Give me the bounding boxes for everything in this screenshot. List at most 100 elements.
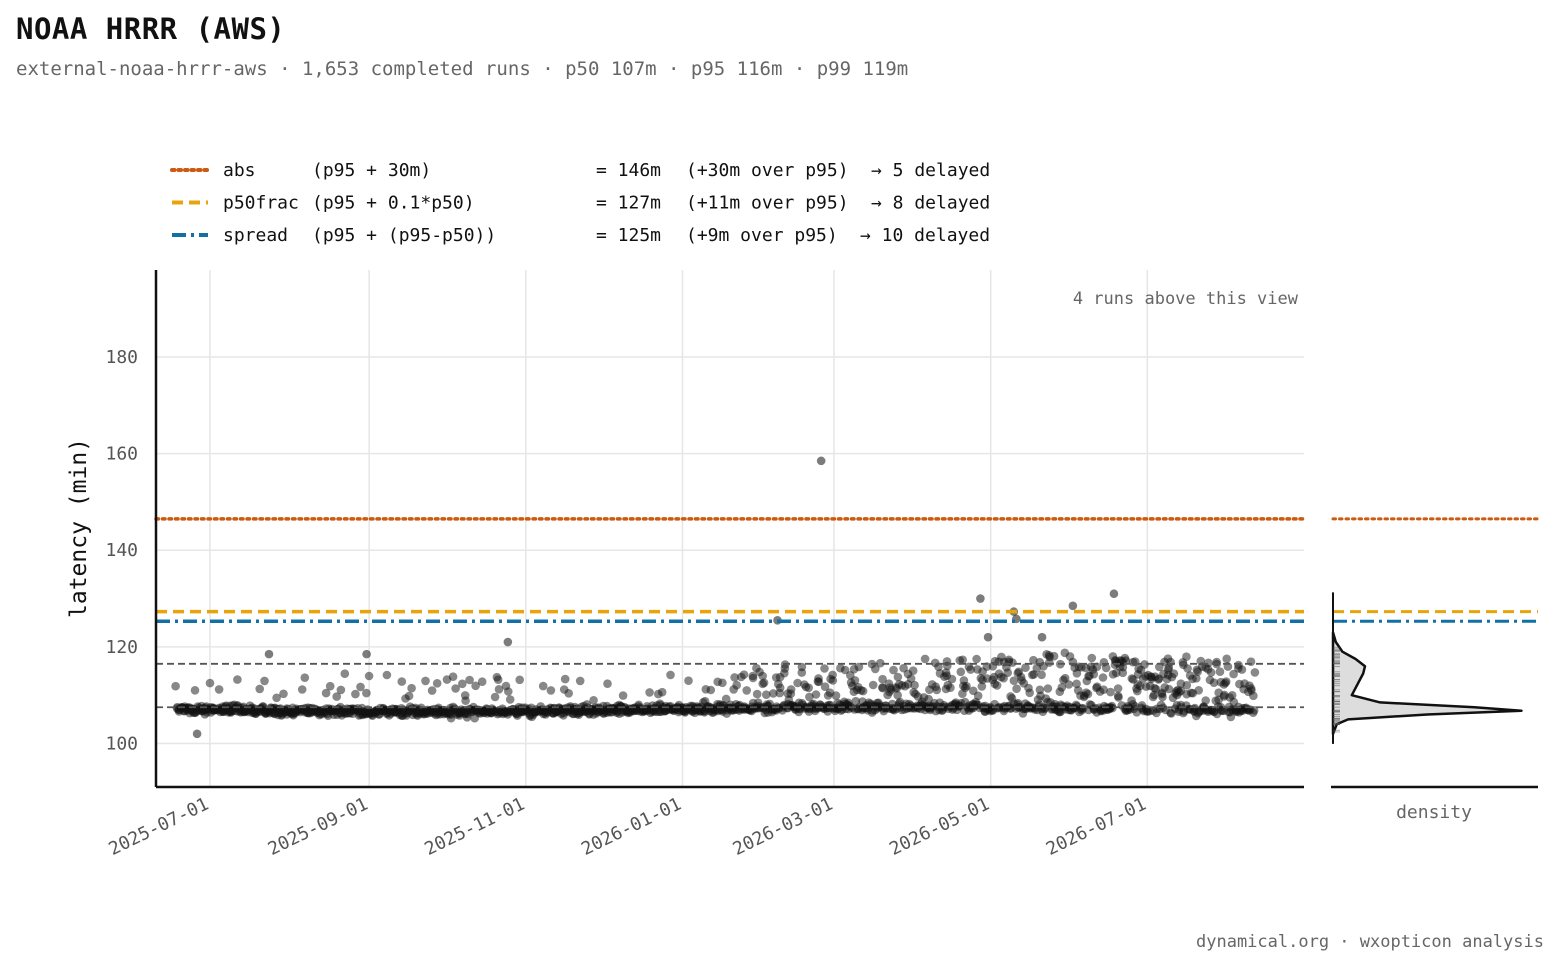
scatter-point <box>739 670 749 679</box>
scatter-point <box>1204 658 1213 668</box>
scatter-point <box>255 684 264 694</box>
scatter-point <box>340 669 350 678</box>
scatter-point <box>820 664 829 673</box>
scatter-point <box>171 681 180 691</box>
scatter-point <box>494 685 504 694</box>
scatter-point <box>505 695 515 704</box>
scatter-point <box>1227 691 1237 700</box>
scatter-point <box>972 654 981 664</box>
scatter-point <box>1057 683 1067 692</box>
scatter-point <box>1109 589 1119 599</box>
legend-formula: (p95 + (p95-p50)) <box>312 225 496 246</box>
legend-over: (+30m over p95) <box>686 160 849 181</box>
scatter-point <box>1060 673 1070 683</box>
scatter-point <box>748 673 758 683</box>
scatter-point <box>992 681 1002 690</box>
x-tick-label: 2026-03-01 <box>730 794 837 860</box>
scatter-point <box>1164 684 1174 694</box>
scatter-point <box>575 676 585 686</box>
scatter-point <box>1237 665 1247 674</box>
scatter-point <box>854 662 864 672</box>
axes: 100 120 140 160 180 2025-07-01 2025-09-01 2025-… <box>105 270 1304 860</box>
y-tick-label: 100 <box>105 734 138 755</box>
scatter-point <box>793 678 802 688</box>
scatter-point <box>814 677 824 687</box>
scatter-point <box>362 649 371 659</box>
scatter-point <box>820 682 830 691</box>
scatter-point <box>910 680 919 690</box>
scatter-point <box>336 685 346 695</box>
scatter-point <box>1206 668 1216 677</box>
scatter-point <box>962 681 971 691</box>
scatter-point <box>920 654 930 664</box>
scatter-point <box>421 676 430 686</box>
scatter-point <box>732 680 741 690</box>
scatter-point <box>1222 654 1231 664</box>
scatter-point <box>868 680 878 690</box>
scatter-point <box>657 687 667 697</box>
scatter-point <box>1106 687 1115 697</box>
scatter-point <box>407 683 416 693</box>
scatter-point <box>666 670 675 680</box>
scatter-point <box>752 689 762 699</box>
scatter-point <box>878 683 887 693</box>
scatter-point <box>1169 669 1179 678</box>
scatter-point <box>762 690 771 699</box>
scatter-point <box>786 689 796 698</box>
scatter-point <box>214 685 224 694</box>
legend-value: = 146m <box>596 160 661 181</box>
scatter-point <box>1068 601 1078 611</box>
scatter-point <box>816 456 826 466</box>
scatter-point <box>1192 674 1201 683</box>
scatter-point <box>1166 657 1175 667</box>
scatter-point <box>297 685 307 694</box>
x-tick-label: 2025-11-01 <box>421 794 528 860</box>
density-panel <box>1331 517 1540 789</box>
scatter-point <box>730 673 739 682</box>
scatter-point <box>889 665 898 675</box>
scatter-point <box>893 691 902 700</box>
scatter-point <box>1101 663 1111 673</box>
scatter-point <box>742 686 751 695</box>
scatter-point <box>804 683 813 693</box>
scatter-point <box>205 678 215 688</box>
scatter-point <box>493 675 503 684</box>
scatter-point <box>461 696 470 705</box>
scatter-point <box>758 671 767 681</box>
scatter-point <box>404 691 414 701</box>
scatter-point <box>1064 680 1074 689</box>
scatter-point <box>477 677 487 686</box>
legend-delayed: → 10 delayed <box>860 225 990 246</box>
scatter-point <box>1221 678 1230 688</box>
x-tick-label: 2025-07-01 <box>106 794 213 860</box>
x-tick-label: 2026-05-01 <box>886 794 993 860</box>
y-tick-label: 120 <box>105 637 138 658</box>
scatter-point <box>947 674 957 684</box>
chart-subtitle: external-noaa-hrrr-aws · 1,653 completed… <box>16 58 909 80</box>
scatter-point <box>1098 673 1108 682</box>
scatter-point <box>1049 651 1059 661</box>
scatter-point <box>1249 691 1258 701</box>
legend-over: (+9m over p95) <box>686 225 838 246</box>
scatter-point <box>272 693 281 703</box>
scatter-point <box>706 685 716 695</box>
scatter-point <box>908 666 918 675</box>
scatter-point <box>983 632 993 642</box>
scatter-point <box>564 689 573 698</box>
legend-name: p50frac <box>223 193 299 214</box>
scatter-point <box>1087 653 1097 663</box>
scatter-point <box>645 688 654 697</box>
above-view-annotation: 4 runs above this view <box>1073 289 1299 309</box>
x-tick-label: 2026-07-01 <box>1043 794 1150 860</box>
scatter-point <box>546 686 556 695</box>
scatter-point <box>1118 668 1128 678</box>
scatter-point <box>1012 684 1021 693</box>
scatter-point <box>840 665 850 675</box>
scatter-point <box>603 679 612 688</box>
scatter-point <box>1112 668 1121 678</box>
scatter-point <box>504 687 513 696</box>
scatter-point <box>1021 663 1030 672</box>
scatter-point <box>1182 681 1192 690</box>
scatter-point <box>721 694 731 704</box>
